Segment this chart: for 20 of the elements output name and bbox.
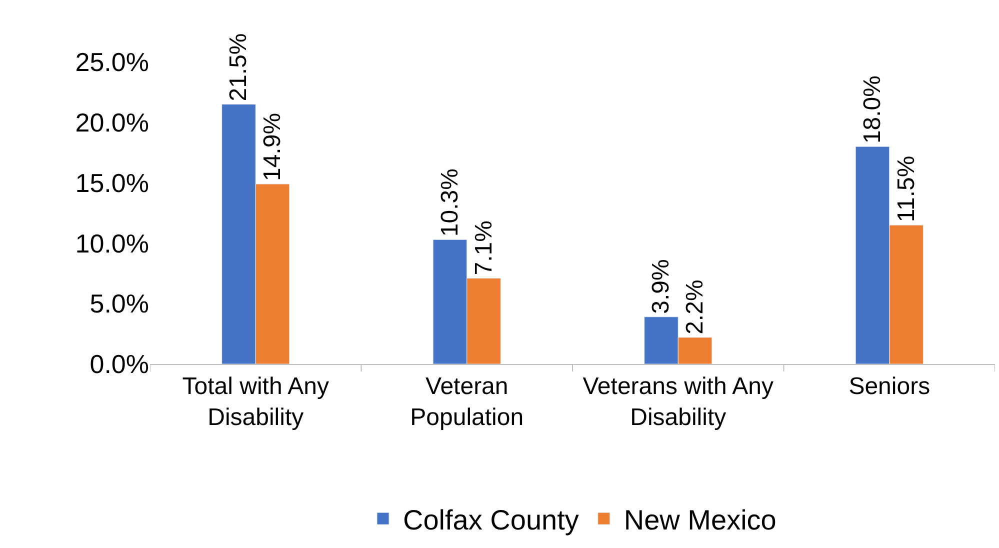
x-tick-label: Veteran Population xyxy=(410,372,524,431)
data-label: 3.9% xyxy=(648,259,675,314)
y-tick-label: 10.0% xyxy=(75,228,149,258)
y-tick-label: 25.0% xyxy=(75,47,149,78)
data-label: 11.5% xyxy=(892,156,920,222)
x-tick-label: Total with Any Disability xyxy=(182,372,330,431)
x-tick-label: Veterans with Any Disability xyxy=(582,372,774,431)
y-tick-label: 5.0% xyxy=(90,288,149,319)
x-tick-label: Seniors xyxy=(848,372,930,400)
data-label: 10.3% xyxy=(436,168,464,237)
y-tick-label: 20.0% xyxy=(75,108,149,138)
legend-label: New Mexico xyxy=(624,504,776,536)
data-label: 18.0% xyxy=(858,75,886,144)
data-label: 7.1% xyxy=(470,220,498,276)
y-tick-label: 0.0% xyxy=(90,349,149,380)
legend-label: Colfax County xyxy=(403,504,579,536)
data-label: 14.9% xyxy=(259,112,286,182)
data-label: 2.2% xyxy=(682,280,709,334)
data-label: 21.5% xyxy=(225,33,252,102)
y-tick-label: 15.0% xyxy=(75,168,149,198)
